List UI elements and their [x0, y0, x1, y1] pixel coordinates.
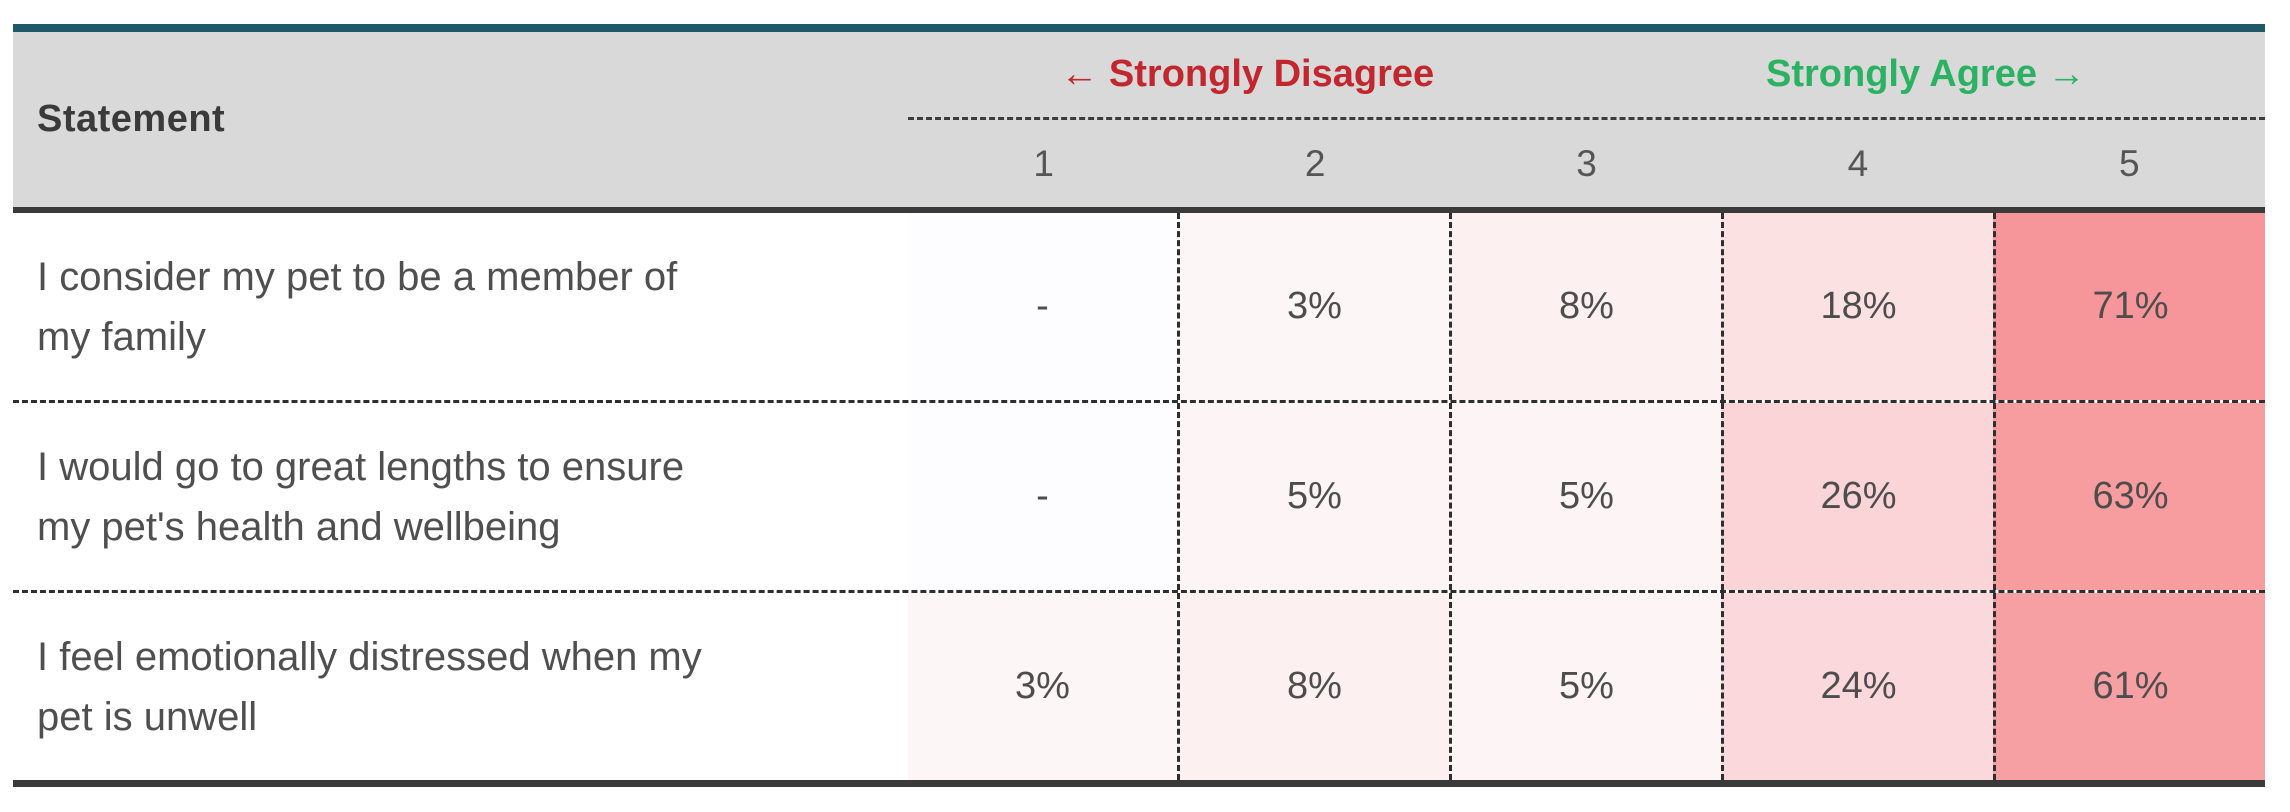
- statement-cell: I consider my pet to be a member of my f…: [13, 213, 908, 400]
- statement-header-cell: Statement: [37, 98, 226, 140]
- heatmap-table: Statement ← Strongly Disagree Strongly A…: [13, 24, 2265, 787]
- response-cell-r2c5: 63%: [1993, 403, 2265, 590]
- scale-number-2: 2: [1304, 142, 1326, 184]
- table-body: I consider my pet to be a member of my f…: [13, 213, 2265, 787]
- table-header: Statement ← Strongly Disagree Strongly A…: [13, 32, 2265, 213]
- response-cell-r3c4: 24%: [1721, 593, 1993, 780]
- response-cell-r3c5: 61%: [1993, 593, 2265, 780]
- scale-numbers-row: 1 2 3 4 5: [908, 120, 2265, 207]
- statement-text: I feel emotionally distressed when my pe…: [37, 634, 702, 739]
- scale-number-3: 3: [1576, 142, 1597, 184]
- response-cell-r2c1: -: [908, 403, 1177, 590]
- scale-header: ← Strongly Disagree Strongly Agree → 1 2…: [908, 32, 2265, 207]
- scale-number-5: 5: [2119, 142, 2140, 184]
- scale-number-4: 4: [1847, 142, 1869, 184]
- response-cell-r2c2: 5%: [1177, 403, 1449, 590]
- response-cell-r3c3: 5%: [1449, 593, 1721, 780]
- response-cell-r2c3: 5%: [1449, 403, 1721, 590]
- table-row-3: I feel emotionally distressed when my pe…: [13, 590, 2265, 780]
- response-cell-r2c4: 26%: [1721, 403, 1993, 590]
- response-cell-r1c3: 8%: [1449, 213, 1721, 400]
- statement-cell: I would go to great lengths to ensure my…: [13, 403, 908, 590]
- table-top-rule: [13, 24, 2265, 32]
- scale-direction-labels: ← Strongly Disagree Strongly Agree →: [908, 32, 2265, 120]
- statement-cell: I feel emotionally distressed when my pe…: [13, 593, 908, 780]
- response-cell-r1c2: 3%: [1177, 213, 1449, 400]
- response-cell-r3c1: 3%: [908, 593, 1177, 780]
- response-cell-r1c4: 18%: [1721, 213, 1993, 400]
- response-cell-r1c5: 71%: [1993, 213, 2265, 400]
- table-row-2: I would go to great lengths to ensure my…: [13, 400, 2265, 590]
- scale-number-1: 1: [1033, 142, 1054, 184]
- statement-text: I would go to great lengths to ensure my…: [37, 444, 685, 549]
- response-cell-r3c2: 8%: [1177, 593, 1449, 780]
- table-row-1: I consider my pet to be a member of my f…: [13, 213, 2265, 400]
- statement-text: I consider my pet to be a member of my f…: [37, 254, 678, 359]
- strongly-agree-label: Strongly Agree →: [1765, 53, 2086, 95]
- response-cell-r1c1: -: [908, 213, 1177, 400]
- strongly-disagree-label: ← Strongly Disagree: [1060, 53, 1435, 95]
